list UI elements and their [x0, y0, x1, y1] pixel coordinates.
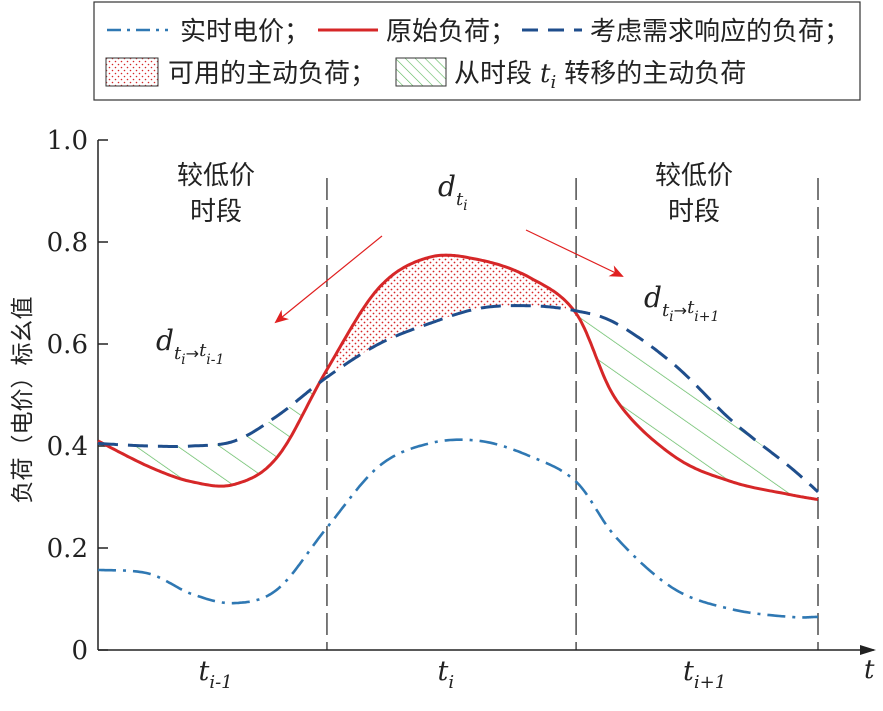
x-ticks: ti-1 ti ti+1 — [198, 656, 726, 693]
region-available-active-load — [335, 255, 566, 372]
legend-swatch-available — [105, 57, 159, 87]
y-tick-label: 0.4 — [47, 432, 88, 462]
x-tick-label: ti+1 — [683, 656, 726, 693]
legend-label-available: 可用的主动负荷； — [168, 59, 376, 89]
annotation-right-region-line2: 时段 — [668, 197, 720, 227]
annotation-left-region-line1: 较低价 — [177, 161, 255, 191]
period-dividers — [326, 178, 819, 650]
y-tick-label: 0.6 — [47, 330, 88, 360]
legend-label-price: 实时电价； — [180, 17, 310, 47]
series-line-price — [97, 438, 819, 619]
arrow-shift-left — [274, 235, 383, 324]
x-tick-label: ti-1 — [198, 656, 232, 693]
axes: 0 0.2 0.4 0.6 0.8 1.0 负荷（电价）标幺值 t ti-1 ti ti+1 — [10, 126, 876, 693]
annotations: 较低价 时段 较低价 时段 dti dti→ti-1 dti→ti+1 — [156, 161, 733, 368]
annotation-d-left: dti→ti-1 — [156, 324, 224, 368]
legend-label-shifted: 从时段 ti 转移的主动负荷 — [454, 59, 746, 93]
series-line-original — [97, 253, 819, 502]
series-lines — [97, 253, 820, 619]
legend-label-original: 原始负荷； — [386, 17, 516, 47]
y-axis-label: 负荷（电价）标幺值 — [10, 297, 36, 504]
legend-label-dr: 考虑需求响应的负荷； — [590, 17, 850, 47]
annotation-left-region-line2: 时段 — [190, 197, 242, 227]
x-axis-label: t — [864, 655, 875, 685]
legend: 实时电价； 原始负荷； 考虑需求响应的负荷； 可用的主动负荷； 从时段 ti 转移的… — [93, 1, 861, 101]
region-shifted-right — [580, 311, 818, 500]
annotation-d-ti: dti — [438, 170, 468, 214]
legend-frame — [93, 1, 861, 101]
load-regions — [98, 255, 818, 500]
arrow-shift-right — [525, 229, 624, 277]
region-shifted-left — [98, 387, 314, 487]
series-line-dr — [97, 304, 820, 493]
y-tick-label: 0.8 — [47, 228, 88, 258]
annotation-right-region-line1: 较低价 — [655, 161, 733, 191]
y-tick-label: 0.2 — [47, 534, 88, 564]
x-tick-label: ti — [438, 656, 455, 693]
y-ticks: 0 0.2 0.4 0.6 0.8 1.0 — [47, 126, 108, 666]
y-tick-label: 0 — [71, 636, 88, 666]
y-tick-label: 1.0 — [47, 126, 88, 156]
legend-swatch-shifted — [395, 57, 447, 87]
annotation-d-right: dti→ti+1 — [644, 281, 719, 325]
